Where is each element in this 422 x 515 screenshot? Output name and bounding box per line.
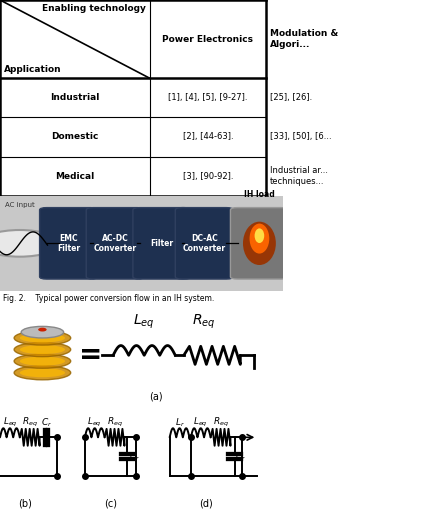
Text: Power Electronics: Power Electronics bbox=[162, 35, 253, 44]
Text: Enabling technology: Enabling technology bbox=[42, 4, 146, 13]
Text: Industrial: Industrial bbox=[50, 93, 100, 102]
Text: $R_{eq}$: $R_{eq}$ bbox=[106, 416, 122, 430]
Text: (b): (b) bbox=[19, 499, 32, 509]
Text: [25], [26].: [25], [26]. bbox=[270, 93, 312, 102]
Circle shape bbox=[0, 230, 60, 256]
Ellipse shape bbox=[20, 357, 65, 366]
FancyBboxPatch shape bbox=[86, 208, 144, 279]
Text: AC input: AC input bbox=[5, 202, 35, 208]
FancyBboxPatch shape bbox=[40, 208, 97, 279]
Ellipse shape bbox=[254, 228, 264, 243]
Ellipse shape bbox=[20, 345, 65, 354]
Text: (a): (a) bbox=[149, 391, 162, 402]
Text: $R_{eq}$: $R_{eq}$ bbox=[213, 416, 228, 430]
Text: $C_r$: $C_r$ bbox=[129, 451, 140, 463]
Ellipse shape bbox=[243, 221, 276, 265]
Text: [33], [50], [6...: [33], [50], [6... bbox=[270, 132, 332, 142]
Text: $L_{eq}$: $L_{eq}$ bbox=[87, 416, 102, 430]
Ellipse shape bbox=[249, 224, 269, 253]
Text: (c): (c) bbox=[104, 499, 117, 509]
FancyBboxPatch shape bbox=[133, 208, 191, 279]
Text: [2], [44-63].: [2], [44-63]. bbox=[183, 132, 233, 142]
Text: Medical: Medical bbox=[55, 171, 95, 181]
Text: [3], [90-92].: [3], [90-92]. bbox=[183, 171, 233, 181]
Text: $L_{eq}$: $L_{eq}$ bbox=[193, 416, 208, 430]
Ellipse shape bbox=[38, 328, 47, 332]
Ellipse shape bbox=[20, 334, 65, 342]
Text: AC-DC
Converter: AC-DC Converter bbox=[94, 234, 137, 253]
Text: $C_r$: $C_r$ bbox=[41, 417, 52, 429]
Text: $C_r$: $C_r$ bbox=[235, 451, 246, 463]
Text: $R_{eq}$: $R_{eq}$ bbox=[22, 416, 38, 430]
FancyBboxPatch shape bbox=[0, 196, 283, 291]
Text: Filter: Filter bbox=[150, 239, 173, 248]
Text: $L_{eq}$: $L_{eq}$ bbox=[133, 313, 155, 331]
Text: $L_{eq}$: $L_{eq}$ bbox=[3, 416, 17, 430]
Ellipse shape bbox=[21, 327, 64, 338]
FancyBboxPatch shape bbox=[175, 208, 233, 279]
FancyBboxPatch shape bbox=[230, 208, 288, 279]
Text: (d): (d) bbox=[200, 499, 213, 509]
Text: Industrial ar...
techniques...: Industrial ar... techniques... bbox=[270, 166, 328, 186]
Text: Fig. 2.    Typical power conversion flow in an IH system.: Fig. 2. Typical power conversion flow in… bbox=[3, 294, 214, 303]
Ellipse shape bbox=[14, 354, 71, 368]
Text: Domestic: Domestic bbox=[51, 132, 99, 142]
Ellipse shape bbox=[14, 331, 71, 345]
Text: IH load: IH load bbox=[244, 190, 275, 199]
Text: =: = bbox=[79, 341, 102, 369]
Ellipse shape bbox=[14, 342, 71, 357]
Text: EMC
Filter: EMC Filter bbox=[57, 234, 80, 253]
Text: $L_r$: $L_r$ bbox=[175, 417, 184, 429]
Text: DC-AC
Converter: DC-AC Converter bbox=[183, 234, 226, 253]
Text: Modulation &
Algori...: Modulation & Algori... bbox=[270, 29, 338, 49]
Ellipse shape bbox=[14, 366, 71, 380]
Ellipse shape bbox=[20, 368, 65, 377]
Text: $R_{eq}$: $R_{eq}$ bbox=[192, 313, 215, 331]
Text: [1], [4], [5], [9-27].: [1], [4], [5], [9-27]. bbox=[168, 93, 248, 102]
Text: Application: Application bbox=[4, 65, 62, 74]
